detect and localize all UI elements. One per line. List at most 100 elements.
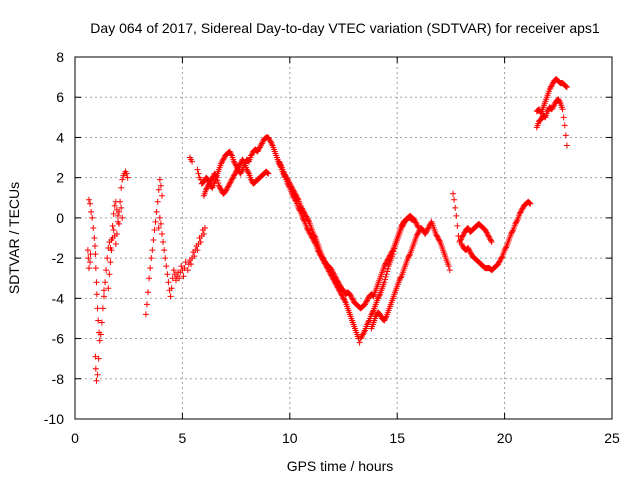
data-point <box>408 216 415 223</box>
data-point <box>383 259 390 266</box>
data-point <box>227 149 234 156</box>
x-tick-label: 10 <box>282 430 298 446</box>
data-point <box>105 285 112 292</box>
data-point <box>349 295 356 302</box>
data-point <box>435 236 442 243</box>
data-point <box>336 281 343 288</box>
data-point <box>501 247 508 254</box>
data-point <box>549 104 556 111</box>
data-point <box>381 279 388 286</box>
data-point <box>377 312 384 319</box>
data-point <box>466 247 473 254</box>
data-point <box>387 252 394 259</box>
data-point <box>465 245 472 252</box>
data-points <box>84 76 570 384</box>
data-point <box>306 230 313 237</box>
data-point <box>111 202 118 209</box>
data-point <box>245 169 252 176</box>
data-point <box>334 277 341 284</box>
data-point <box>360 330 367 337</box>
data-point <box>364 320 371 327</box>
data-point <box>197 239 204 246</box>
data-point <box>257 143 264 150</box>
data-point <box>169 275 176 282</box>
data-point <box>544 108 551 115</box>
data-point <box>218 159 225 166</box>
data-point <box>110 210 117 217</box>
data-point <box>291 190 298 197</box>
data-point <box>548 82 555 89</box>
data-point <box>228 176 235 183</box>
data-point <box>433 232 440 239</box>
data-point <box>556 98 563 105</box>
data-point <box>244 167 251 174</box>
data-point <box>245 157 252 164</box>
data-point <box>150 237 157 244</box>
data-point <box>361 301 368 308</box>
data-point <box>381 317 388 324</box>
data-point <box>486 235 493 241</box>
data-point <box>263 169 270 176</box>
data-point <box>460 230 467 237</box>
data-point <box>124 174 131 181</box>
data-point <box>106 271 113 278</box>
data-point <box>203 185 210 192</box>
data-point <box>546 86 553 93</box>
series-s9 <box>184 224 208 274</box>
data-point <box>211 170 218 177</box>
data-point <box>235 163 242 170</box>
data-point <box>194 166 201 173</box>
data-point <box>459 242 466 249</box>
data-point <box>238 169 245 176</box>
data-point <box>264 169 271 176</box>
data-point <box>93 279 100 286</box>
data-point <box>229 175 236 182</box>
data-point <box>516 210 523 217</box>
data-point <box>329 269 336 276</box>
data-point <box>227 179 234 186</box>
data-point <box>276 158 283 165</box>
data-point <box>112 241 119 248</box>
data-point <box>435 235 442 241</box>
data-point <box>243 166 250 173</box>
data-point <box>228 151 235 158</box>
data-point <box>425 224 432 231</box>
data-point <box>485 233 492 240</box>
y-tick-label: 6 <box>56 89 64 105</box>
data-point <box>170 267 177 274</box>
data-point <box>157 182 164 189</box>
data-point <box>364 296 371 303</box>
data-point <box>240 157 247 164</box>
data-point <box>332 274 339 281</box>
data-point <box>382 273 389 280</box>
data-point <box>281 169 288 176</box>
data-point <box>172 277 179 284</box>
data-point <box>303 214 310 221</box>
y-tick-label: -6 <box>52 331 65 347</box>
data-point <box>234 165 241 172</box>
data-point <box>397 275 404 282</box>
data-point <box>187 261 194 268</box>
axis-ticks <box>74 56 613 420</box>
data-point <box>457 237 464 244</box>
data-point <box>288 184 295 191</box>
data-point <box>457 236 464 243</box>
data-point <box>248 151 255 158</box>
data-point <box>561 122 568 129</box>
data-point <box>436 237 443 244</box>
grid-lines <box>75 57 612 419</box>
data-point <box>194 247 201 254</box>
y-tick-label: -4 <box>52 290 65 306</box>
data-point <box>197 176 204 183</box>
data-point <box>92 265 99 272</box>
data-point <box>369 308 376 315</box>
data-point <box>340 287 347 294</box>
data-point <box>103 267 110 274</box>
data-point <box>162 255 169 262</box>
data-point <box>485 232 492 239</box>
data-point <box>362 300 369 307</box>
data-point <box>424 225 431 232</box>
series-s7 <box>142 176 165 318</box>
x-tick-label: 25 <box>604 430 620 446</box>
